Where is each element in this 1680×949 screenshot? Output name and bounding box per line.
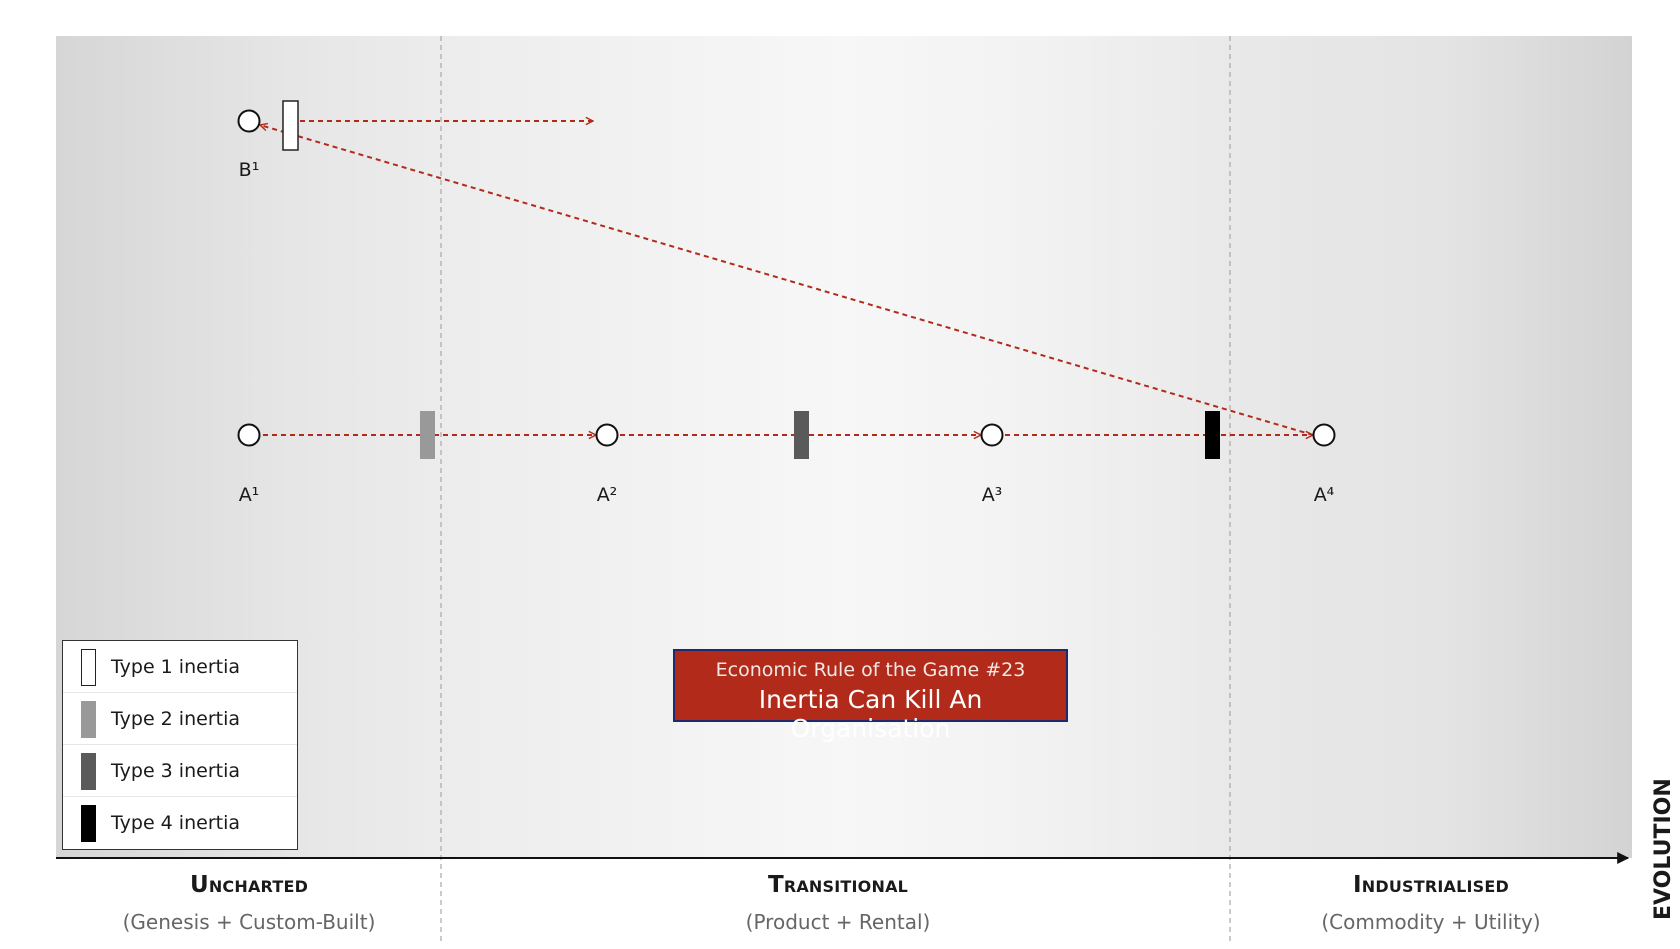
component-label-a2: A²: [597, 484, 618, 506]
evolution-axis-label: EVOLUTION: [1651, 778, 1676, 920]
rule-title: Economic Rule of the Game #23: [715, 659, 1026, 681]
legend-swatch-type2: [81, 701, 96, 738]
stage-subtitle-transitional: (Product + Rental): [745, 910, 931, 934]
inertia-barrier-type3: [794, 411, 809, 459]
legend-label-type4: Type 4 inertia: [111, 812, 241, 834]
component-label-a4: A⁴: [1314, 484, 1335, 506]
component-label-a3: A³: [982, 484, 1003, 506]
stage-title-industrialised: Industrialised: [1353, 872, 1509, 898]
component-a1[interactable]: [237, 423, 261, 447]
flow-a4-b1: [260, 125, 1314, 436]
legend: Type 1 inertia Type 2 inertia Type 3 ine…: [62, 640, 298, 850]
legend-swatch-type1: [81, 649, 96, 686]
legend-item-type2: Type 2 inertia: [63, 693, 297, 745]
stage-title-uncharted: Uncharted: [189, 872, 309, 898]
inertia-barrier-type1: [282, 100, 299, 151]
legend-swatch-type4: [81, 805, 96, 842]
component-label-b1: B¹: [239, 159, 260, 181]
legend-item-type1: Type 1 inertia: [63, 641, 297, 693]
component-label-a1: A¹: [239, 484, 260, 506]
legend-item-type3: Type 3 inertia: [63, 745, 297, 797]
rule-subtitle: Inertia Can Kill An Organisation: [758, 685, 983, 743]
component-b1[interactable]: [237, 109, 261, 133]
component-a2[interactable]: [595, 423, 619, 447]
legend-label-type1: Type 1 inertia: [111, 656, 241, 678]
legend-swatch-type3: [81, 753, 96, 790]
inertia-barrier-type4: [1205, 411, 1220, 459]
stage-subtitle-uncharted: (Genesis + Custom-Built): [122, 910, 376, 934]
component-a3[interactable]: [980, 423, 1004, 447]
legend-label-type2: Type 2 inertia: [111, 708, 241, 730]
inertia-barrier-type2: [420, 411, 435, 459]
component-a4[interactable]: [1312, 423, 1336, 447]
stage-subtitle-industrialised: (Commodity + Utility): [1321, 910, 1541, 934]
rule-callout: Economic Rule of the Game #23 Inertia Ca…: [673, 649, 1068, 743]
legend-item-type4: Type 4 inertia: [63, 797, 297, 849]
legend-label-type3: Type 3 inertia: [111, 760, 241, 782]
stage-title-transitional: Transitional: [767, 872, 909, 898]
